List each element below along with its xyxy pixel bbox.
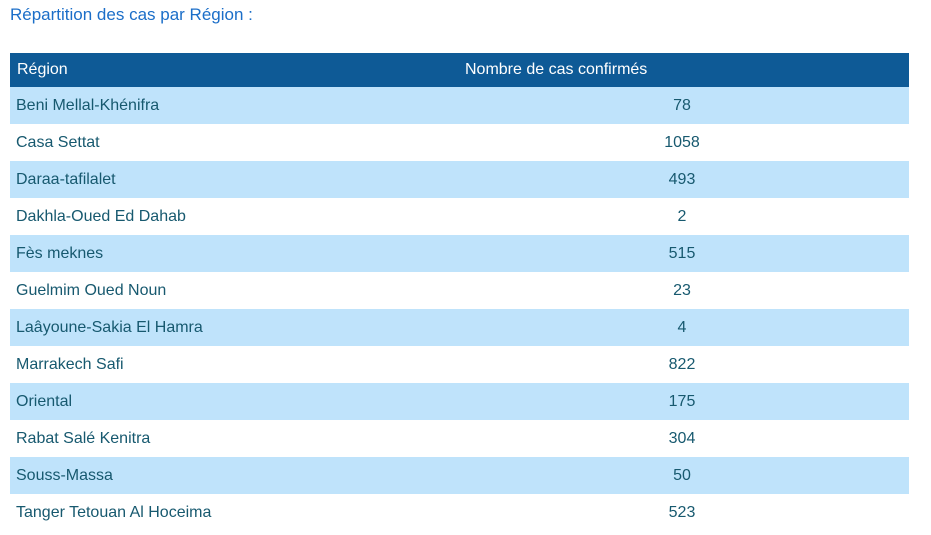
region-cell: Beni Mellal-Khénifra — [16, 96, 160, 114]
region-cell: Souss-Massa — [16, 466, 113, 484]
cases-cell: 175 — [668, 392, 696, 410]
cases-cell: 78 — [673, 96, 691, 114]
header-row: Région Nombre de cas confirmés — [10, 53, 909, 87]
region-cell: Casa Settat — [16, 133, 100, 151]
table-row: Casa Settat 1058 — [10, 124, 909, 161]
table-row: Souss-Massa 50 — [10, 457, 909, 494]
table-row: Fès meknes 515 — [10, 235, 909, 272]
region-cell: Dakhla-Oued Ed Dahab — [16, 207, 186, 225]
cases-column-header: Nombre de cas confirmés — [465, 61, 648, 78]
table-header: Région Nombre de cas confirmés — [10, 53, 909, 87]
cases-cell: 493 — [668, 170, 696, 188]
cases-by-region-table: Région Nombre de cas confirmés Beni Mell… — [10, 53, 909, 531]
region-cell: Guelmim Oued Noun — [16, 281, 167, 299]
region-cell: Rabat Salé Kenitra — [16, 429, 151, 447]
table-row: Guelmim Oued Noun 23 — [10, 272, 909, 309]
table-body: Beni Mellal-Khénifra 78 Casa Settat 1058… — [10, 87, 909, 531]
table-row: Oriental 175 — [10, 383, 909, 420]
region-cell: Laâyoune-Sakia El Hamra — [16, 318, 203, 336]
cases-cell: 1058 — [664, 133, 700, 151]
table-row: Laâyoune-Sakia El Hamra 4 — [10, 309, 909, 346]
table-row: Rabat Salé Kenitra 304 — [10, 420, 909, 457]
region-column-header: Région — [17, 61, 68, 78]
table-row: Dakhla-Oued Ed Dahab 2 — [10, 198, 909, 235]
region-cell: Tanger Tetouan Al Hoceima — [16, 503, 212, 521]
cases-cell: 50 — [673, 466, 691, 484]
table-row: Beni Mellal-Khénifra 78 — [10, 87, 909, 124]
region-cell: Oriental — [16, 392, 73, 410]
table-row: Tanger Tetouan Al Hoceima 523 — [10, 494, 909, 531]
table-row: Daraa-tafilalet 493 — [10, 161, 909, 198]
cases-cell: 822 — [668, 355, 696, 373]
cases-cell: 23 — [673, 281, 691, 299]
cases-cell: 4 — [677, 318, 687, 336]
cases-cell: 2 — [677, 207, 687, 225]
table-row: Marrakech Safi 822 — [10, 346, 909, 383]
cases-cell: 304 — [668, 429, 696, 447]
cases-cell: 523 — [668, 503, 696, 521]
cases-cell: 515 — [668, 244, 696, 262]
region-cell: Fès meknes — [16, 244, 104, 262]
region-cell: Daraa-tafilalet — [16, 170, 116, 188]
region-cell: Marrakech Safi — [16, 355, 124, 373]
page-title: Répartition des cas par Région : — [10, 5, 253, 24]
